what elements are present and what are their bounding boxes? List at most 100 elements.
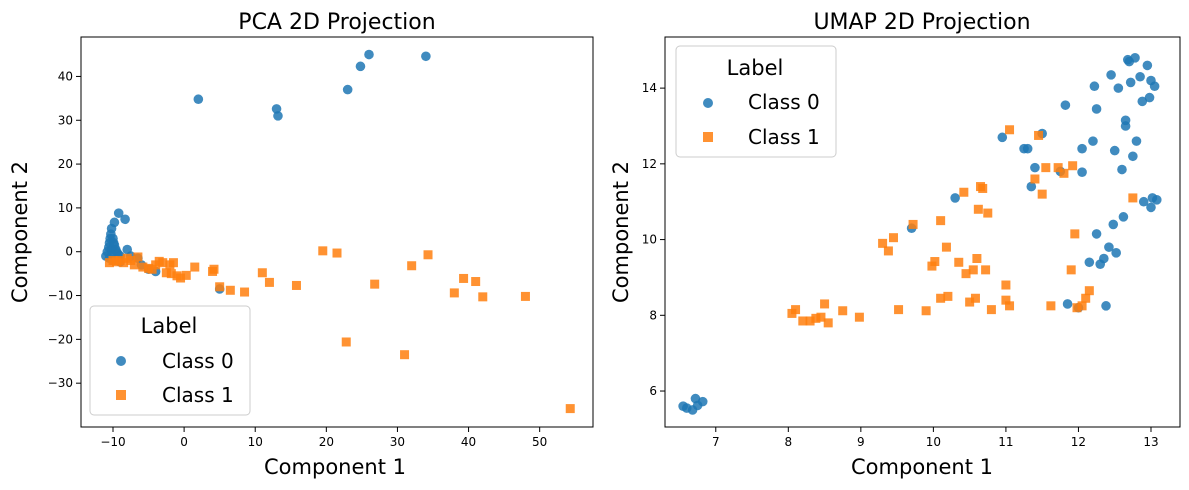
- pca-ytick-label: −30: [48, 376, 73, 390]
- pca-xtick-label: 30: [390, 435, 405, 449]
- umap-point-class1: [1077, 301, 1087, 311]
- umap-point-class0: [1099, 253, 1109, 264]
- umap-point-class0: [1108, 219, 1119, 230]
- pca-point-class0: [193, 94, 204, 105]
- umap-point-class0: [1101, 301, 1111, 311]
- umap-point-class1: [954, 257, 964, 267]
- pca-point-class0: [113, 208, 124, 218]
- umap-point-class0: [1077, 167, 1087, 177]
- umap-point-class1: [1068, 161, 1078, 171]
- umap-point-class1: [1066, 265, 1076, 275]
- pca-point-class1: [400, 350, 410, 360]
- umap-xtick-label: 13: [1143, 435, 1158, 449]
- umap-point-class0: [1091, 229, 1102, 239]
- umap-point-class0: [1137, 96, 1148, 107]
- umap-legend-class0-marker: [703, 98, 713, 108]
- umap-point-class0: [1062, 299, 1073, 309]
- pca-point-class1: [471, 277, 481, 287]
- umap-ylabel: Component 2: [609, 161, 633, 303]
- pca-point-class1: [257, 268, 267, 278]
- umap-point-class0: [1077, 143, 1087, 154]
- pca-xlabel: Component 1: [264, 455, 406, 479]
- pca-point-class1: [158, 258, 168, 268]
- pca-point-class1: [215, 282, 225, 292]
- umap-legend-class1-label: Class 1: [748, 125, 820, 149]
- umap-point-class1: [816, 312, 826, 322]
- pca-title: PCA 2D Projection: [238, 10, 435, 35]
- umap-point-class0: [1117, 164, 1127, 175]
- pca-ytick-label: 30: [58, 113, 73, 127]
- pca-point-class1: [423, 250, 433, 260]
- pca-point-class0: [355, 61, 366, 72]
- umap-point-class1: [972, 254, 982, 264]
- umap-point-class1: [965, 297, 975, 307]
- umap-point-class0: [697, 396, 708, 407]
- pca-ytick-label: 40: [58, 69, 73, 83]
- umap-point-class1: [1070, 229, 1080, 239]
- pca-ytick-label: 10: [58, 201, 73, 215]
- pca-point-class0: [364, 49, 374, 60]
- umap-point-class0: [1128, 151, 1138, 162]
- pca-ylabel: Component 2: [8, 161, 32, 303]
- umap-legend-class0-label: Class 0: [748, 90, 820, 114]
- umap-point-class1: [936, 216, 946, 226]
- umap-point-class0: [1091, 104, 1102, 114]
- pca-xtick-label: 40: [461, 435, 476, 449]
- pca-point-class0: [273, 111, 283, 121]
- umap-point-class1: [941, 242, 951, 252]
- umap-xtick-label: 7: [712, 435, 720, 449]
- umap-point-class0: [1111, 248, 1121, 258]
- umap-point-class0: [1022, 143, 1033, 154]
- umap-point-class0: [997, 132, 1008, 143]
- pca-point-class1: [138, 262, 148, 272]
- umap-point-class0: [1146, 202, 1156, 213]
- pca-xtick-label: 50: [532, 435, 547, 449]
- umap-point-class1: [927, 261, 937, 271]
- umap-point-class0: [1120, 115, 1131, 126]
- umap-point-class0: [950, 193, 960, 203]
- pca-point-class1: [264, 277, 274, 287]
- umap-point-class1: [1030, 174, 1040, 184]
- pca-ytick-label: −10: [48, 289, 73, 303]
- umap-point-class1: [1081, 293, 1091, 303]
- umap-point-class1: [894, 305, 904, 315]
- umap-point-class1: [791, 305, 801, 315]
- umap-point-class0: [1084, 257, 1095, 268]
- pca-ytick-label: −20: [48, 332, 73, 346]
- pca-point-class1: [209, 264, 219, 274]
- umap-title: UMAP 2D Projection: [813, 10, 1030, 35]
- umap-point-class1: [908, 219, 918, 229]
- pca-point-class1: [291, 280, 301, 290]
- pca-xtick-label: 20: [319, 435, 334, 449]
- pca-legend-title: Label: [141, 314, 198, 338]
- pca-point-class1: [176, 273, 186, 283]
- umap-ytick-label: 14: [642, 81, 657, 95]
- umap-xtick-label: 12: [1071, 435, 1086, 449]
- pca-axes-frame: [80, 36, 594, 428]
- umap-point-class1: [936, 293, 946, 303]
- umap-point-class0: [1125, 77, 1136, 88]
- pca-point-class1: [181, 270, 191, 280]
- pca-point-class1: [166, 269, 176, 279]
- umap-axes-ticks: 7 8 9 10 11 12 13 6 8 10 12 14: [642, 81, 1159, 449]
- umap-point-class0: [1060, 100, 1071, 110]
- pca-xtick-label: −10: [100, 435, 125, 449]
- pca-point-class1: [190, 262, 200, 272]
- pca-point-class0: [342, 84, 353, 95]
- umap-legend-class1-marker: [703, 132, 713, 142]
- pca-point-class1: [332, 248, 342, 258]
- pca-panel: −10 0 10 20 30 40 50 −30 −20 −10 0 10 20 30 40 PCA 2D …: [8, 10, 594, 479]
- pca-point-class1: [565, 404, 575, 414]
- umap-panel: 7 8 9 10 11 12 13 6 8 10 12 14 UMAP 2D Projection C…: [609, 10, 1181, 479]
- pca-axes-ticks: −10 0 10 20 30 40 50 −30 −20 −10 0 10 20 30 40: [48, 69, 548, 449]
- umap-point-class1: [1046, 301, 1056, 311]
- umap-point-class0: [1113, 83, 1124, 93]
- pca-point-class1: [225, 285, 235, 295]
- umap-point-class1: [1037, 189, 1047, 199]
- umap-point-class0: [1142, 60, 1153, 71]
- umap-point-class1: [811, 313, 821, 323]
- umap-point-class0: [1030, 162, 1040, 173]
- umap-legend-box: [675, 45, 837, 158]
- umap-point-class1: [981, 265, 991, 275]
